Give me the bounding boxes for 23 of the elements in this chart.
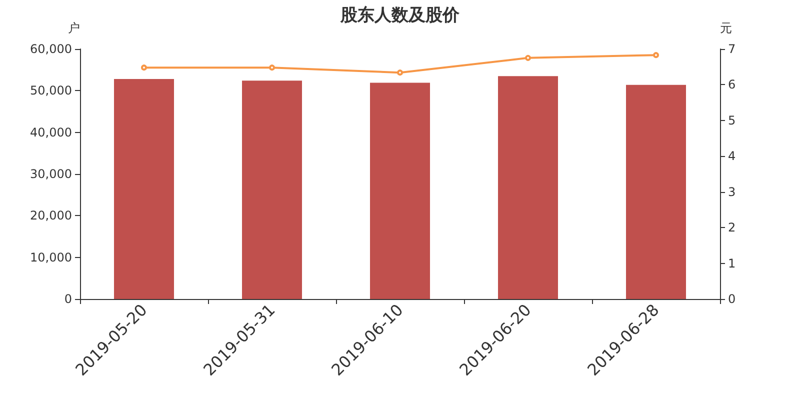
y-tick-label: 20,000 (30, 208, 72, 223)
y-tick-label: 60,000 (30, 42, 72, 56)
y2-tick-label: 5 (728, 113, 736, 128)
y-axis-title: 户 (68, 21, 80, 35)
point (141, 64, 147, 71)
y2-tick-label: 2 (728, 220, 736, 235)
point (269, 64, 275, 71)
point (525, 54, 531, 61)
y2-tick-label: 0 (728, 292, 736, 306)
y2-tick-label: 1 (728, 256, 736, 270)
y2-tick-label: 4 (728, 149, 736, 164)
point (653, 52, 659, 58)
y-tick-label: 10,000 (30, 250, 72, 264)
y2-axis-title: 元 (720, 21, 732, 35)
y2-tick-label: 3 (728, 184, 736, 199)
y-tick-label: 0 (64, 292, 72, 306)
chart-title: 股东人数及股价 (340, 6, 460, 26)
y-tick-label: 40,000 (30, 125, 72, 140)
y-tick-label: 30,000 (30, 167, 72, 181)
point (397, 70, 403, 76)
y2-tick-label: 6 (728, 78, 736, 92)
y-tick-label: 50,000 (30, 84, 72, 98)
y2-tick-label: 7 (728, 42, 736, 56)
